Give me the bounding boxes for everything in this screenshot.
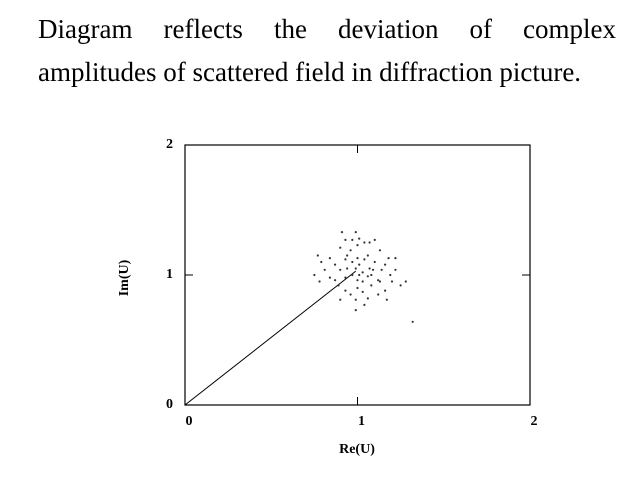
plot-frame [184, 144, 531, 406]
scatter-point [351, 273, 354, 277]
scatter-point [385, 298, 388, 301]
scatter-point [349, 293, 352, 296]
scatter-point [384, 263, 387, 266]
scatter-point [346, 267, 349, 270]
scatter-point [337, 284, 340, 287]
scatter-point [366, 297, 369, 300]
scatter-point [361, 280, 364, 283]
scatter-point [373, 238, 376, 241]
scatter-point [368, 267, 371, 270]
scatter-point [378, 280, 382, 283]
scatter-point [333, 263, 337, 266]
scatter-point [366, 275, 369, 278]
scatter-point [356, 244, 359, 247]
scatter-point [366, 254, 369, 257]
scatter-point [363, 258, 366, 261]
scatter-point [354, 267, 357, 270]
scatter-point [339, 246, 342, 249]
x-tick-label: 1 [358, 414, 365, 429]
y-axis-label: Im(U) [117, 259, 132, 296]
scatter-point [328, 276, 331, 279]
scatter-point [356, 257, 359, 260]
scatter-point [320, 260, 323, 264]
x-axis-label: Re(U) [339, 442, 375, 457]
scatter-point [380, 268, 383, 271]
scatter-point [344, 258, 347, 261]
scatter-point [377, 293, 380, 296]
scatter-point [389, 273, 392, 277]
scatter-point [390, 280, 394, 283]
scatter-point [378, 249, 382, 252]
scatter-point [387, 257, 390, 260]
scatter-point [358, 273, 361, 277]
scatter-point [318, 280, 321, 283]
scatter-point [344, 238, 347, 241]
scatter-point [339, 298, 342, 301]
scatter-point [361, 290, 364, 293]
mean-vector [184, 270, 357, 406]
scatter-point [349, 249, 352, 252]
scatter-point [313, 273, 316, 277]
scatter-point [316, 254, 319, 257]
scatter-point [363, 241, 366, 244]
scatter-point [340, 231, 344, 234]
scatter-point [339, 268, 342, 271]
scatter-point [351, 260, 354, 264]
scatter-point [370, 284, 373, 287]
scatter-point [323, 268, 326, 271]
scatter-point [328, 257, 331, 260]
scatter-point [399, 284, 402, 287]
scatter-point [371, 268, 375, 271]
y-tick-label: 0 [166, 397, 173, 412]
scatter-point [361, 271, 364, 274]
scatter-point [354, 298, 357, 301]
scatter-point [370, 273, 373, 277]
y-tick-label: 1 [166, 267, 173, 282]
scatter-point [363, 303, 366, 306]
scatter-point [411, 320, 414, 323]
scatter-point [354, 309, 357, 312]
scatter-point [394, 268, 397, 271]
scatter-point [346, 254, 349, 257]
scatter-point [368, 241, 371, 244]
scatter-point [404, 280, 407, 283]
x-tick-label: 2 [531, 414, 538, 429]
scatter-point [358, 263, 361, 266]
scatter-point [377, 279, 380, 282]
scatter-point [354, 231, 357, 234]
scatter-point [344, 276, 347, 279]
scatter-point [333, 279, 337, 282]
scatter-point [384, 289, 387, 292]
scatter-point [351, 238, 354, 241]
scatter-point [344, 289, 347, 292]
scatter-point [356, 279, 359, 282]
scatter-point [358, 237, 361, 240]
scatter-point [356, 286, 359, 290]
scatter-point [394, 257, 397, 260]
x-tick-label: 0 [186, 414, 193, 429]
scatter-point [373, 260, 376, 264]
y-tick-label: 2 [166, 137, 173, 152]
caption: Diagram reflects the deviation of comple… [38, 14, 616, 87]
